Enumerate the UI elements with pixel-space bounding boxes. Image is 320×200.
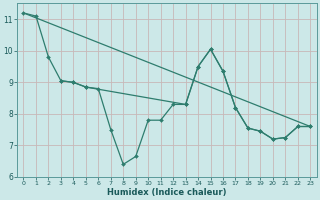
X-axis label: Humidex (Indice chaleur): Humidex (Indice chaleur): [107, 188, 227, 197]
